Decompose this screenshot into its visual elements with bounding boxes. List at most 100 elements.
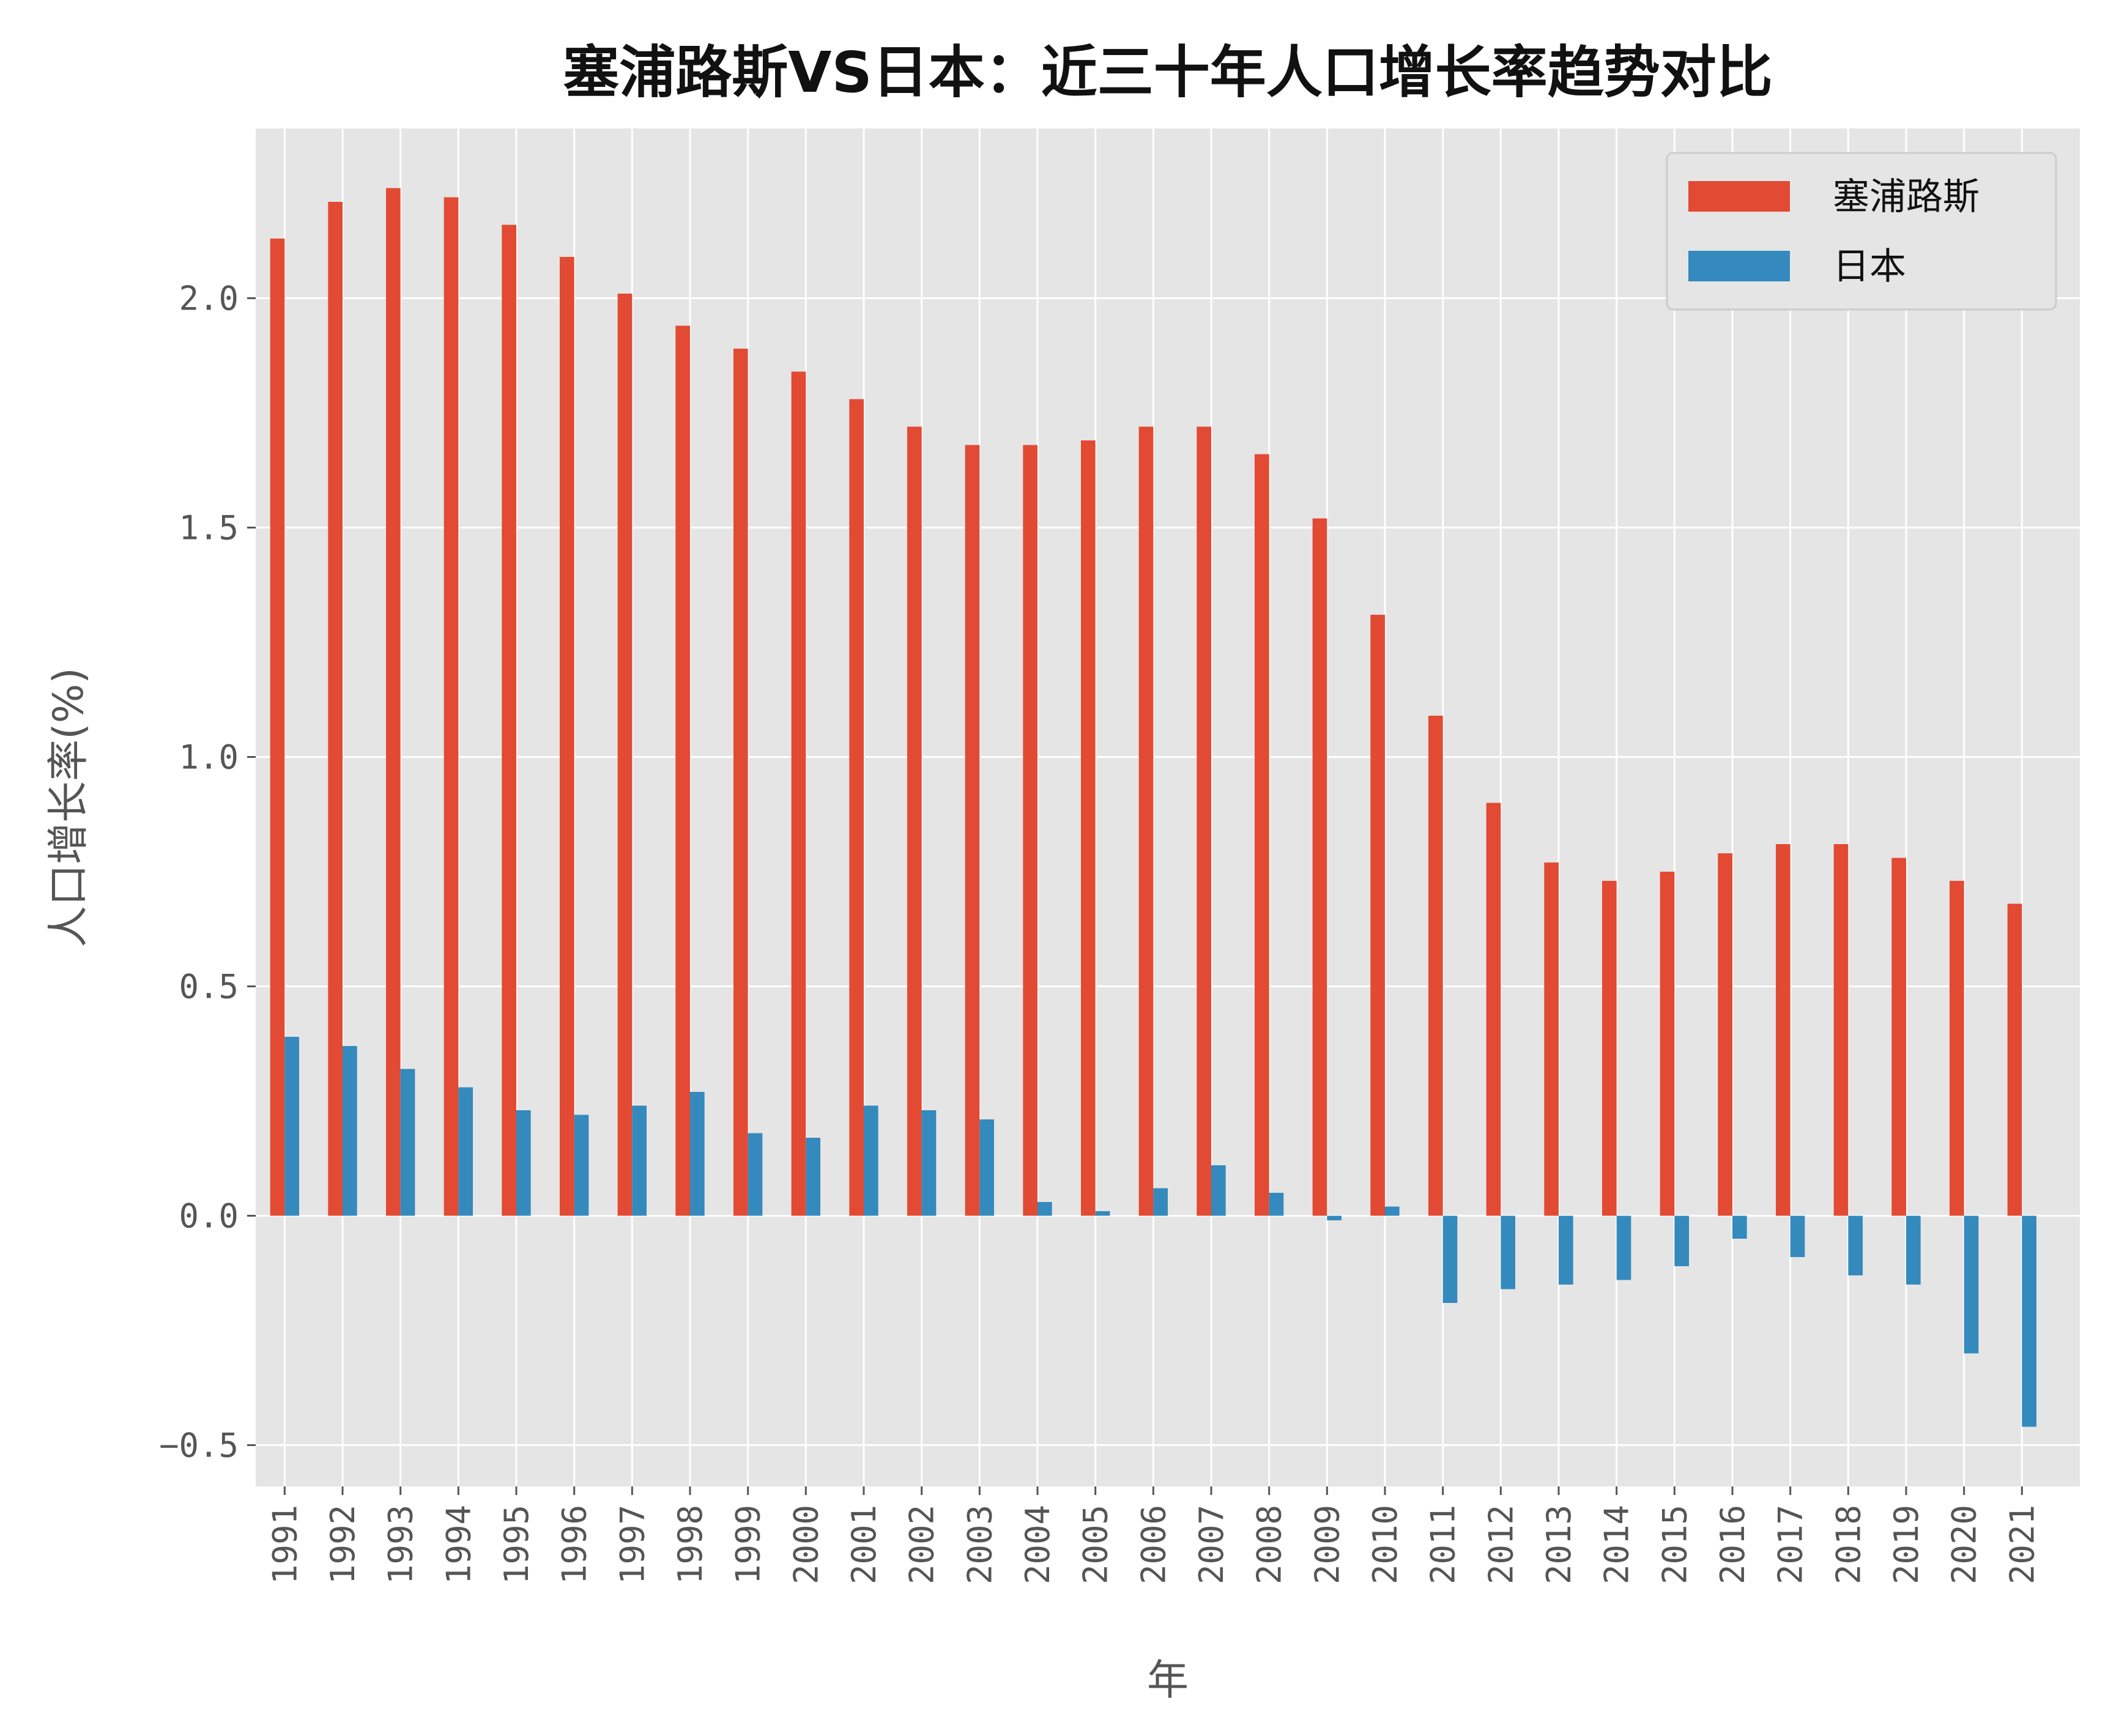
bar-japan-1992 (343, 1046, 357, 1216)
bar-cyprus-2014 (1602, 881, 1617, 1216)
x-tick-label: 1991 (265, 1505, 304, 1584)
bar-japan-2005 (1095, 1211, 1110, 1216)
y-tick-label: −0.5 (159, 1426, 239, 1465)
bar-japan-2020 (1964, 1215, 1979, 1354)
bar-cyprus-2020 (1950, 881, 1964, 1216)
bar-cyprus-2012 (1486, 803, 1501, 1216)
x-tick-label: 2002 (903, 1505, 941, 1584)
bar-cyprus-2011 (1428, 716, 1443, 1216)
x-tick-label: 2000 (787, 1505, 825, 1584)
bar-japan-2002 (921, 1110, 937, 1216)
y-tick-label: 1.5 (179, 509, 239, 547)
chart-title: 塞浦路斯VS日本：近三十年人口增长率趋势对比 (563, 40, 1772, 105)
legend-swatch-japan (1688, 251, 1790, 281)
bar-cyprus-1991 (270, 239, 285, 1216)
x-tick-label: 1994 (439, 1505, 478, 1584)
x-tick-label: 2010 (1366, 1505, 1405, 1584)
bar-cyprus-1994 (443, 197, 459, 1216)
x-tick-label: 2012 (1482, 1505, 1520, 1584)
bar-cyprus-1996 (560, 257, 574, 1216)
x-tick-label: 1992 (324, 1505, 362, 1584)
y-tick-label: 1.0 (179, 738, 239, 777)
bar-cyprus-2015 (1660, 872, 1675, 1216)
bar-cyprus-1999 (733, 349, 748, 1216)
x-tick-label: 2020 (1945, 1505, 1984, 1584)
bar-cyprus-2006 (1138, 426, 1154, 1216)
x-tick-label: 2016 (1713, 1505, 1752, 1584)
x-tick-label: 2009 (1308, 1505, 1346, 1584)
bar-japan-1995 (516, 1110, 531, 1216)
bar-japan-2004 (1037, 1202, 1052, 1216)
bar-japan-2015 (1674, 1215, 1689, 1266)
bar-japan-2003 (979, 1119, 994, 1216)
bar-cyprus-2003 (965, 445, 980, 1216)
bar-japan-1997 (632, 1105, 647, 1216)
axis-ticks: −0.5 0.0 0.5 1.0 1.5 2.0 1991 1992 1993 1994 1995 1… (159, 280, 2041, 1585)
legend-label-cyprus: 塞浦路斯 (1833, 176, 1980, 218)
legend-label-japan: 日本 (1833, 245, 1906, 288)
bar-japan-1993 (400, 1069, 415, 1216)
bar-cyprus-2004 (1023, 445, 1037, 1216)
y-tick-label: 0.5 (179, 968, 239, 1006)
bar-cyprus-2000 (791, 371, 806, 1216)
bar-cyprus-2007 (1197, 426, 1211, 1216)
x-tick-label: 2003 (960, 1505, 999, 1584)
bar-japan-1991 (284, 1037, 299, 1216)
x-tick-label: 1998 (671, 1505, 710, 1584)
x-tick-label: 2017 (1772, 1505, 1810, 1584)
bar-japan-2010 (1385, 1206, 1400, 1216)
y-tick-label: 0.0 (179, 1197, 239, 1236)
x-tick-label: 2014 (1598, 1505, 1636, 1584)
x-tick-label: 2007 (1192, 1505, 1231, 1584)
x-tick-label: 2013 (1540, 1505, 1578, 1584)
bar-japan-1996 (574, 1115, 589, 1216)
bar-cyprus-2017 (1776, 844, 1791, 1216)
bar-japan-2011 (1442, 1215, 1458, 1303)
x-tick-label: 1993 (382, 1505, 420, 1584)
bar-japan-2001 (864, 1105, 878, 1216)
legend[interactable]: 塞浦路斯 日本 (1666, 152, 2057, 311)
bar-japan-1994 (458, 1087, 473, 1216)
bar-japan-2016 (1732, 1215, 1747, 1239)
bar-japan-2014 (1616, 1215, 1631, 1280)
x-tick-label: 1999 (729, 1505, 768, 1584)
bar-cyprus-2021 (2007, 903, 2022, 1216)
bar-japan-2018 (1848, 1215, 1863, 1275)
bar-japan-2006 (1153, 1188, 1168, 1216)
bar-cyprus-1997 (617, 294, 633, 1216)
y-axis-label: 人口增长率(%) (45, 667, 93, 948)
bar-cyprus-1998 (675, 325, 690, 1216)
legend-swatch-cyprus (1688, 181, 1790, 212)
x-tick-label: 2019 (1887, 1505, 1926, 1584)
y-tick-label: 2.0 (179, 280, 239, 318)
x-tick-label: 2001 (845, 1505, 883, 1584)
bar-japan-2012 (1501, 1215, 1515, 1289)
bar-japan-2017 (1790, 1215, 1805, 1257)
bar-cyprus-1992 (328, 202, 343, 1216)
bar-cyprus-2001 (849, 399, 864, 1216)
bar-cyprus-2008 (1255, 454, 1269, 1216)
x-tick-label: 1997 (613, 1505, 651, 1584)
x-tick-label: 1996 (555, 1505, 594, 1584)
x-tick-label: 2006 (1134, 1505, 1173, 1584)
x-tick-label: 2008 (1250, 1505, 1289, 1584)
bar-cyprus-2019 (1891, 858, 1906, 1216)
x-tick-label: 2011 (1424, 1505, 1463, 1584)
bar-japan-2007 (1211, 1165, 1226, 1216)
x-tick-label: 2004 (1019, 1505, 1057, 1584)
bar-cyprus-2018 (1833, 844, 1849, 1216)
bar-japan-2008 (1269, 1193, 1284, 1216)
plot-area (256, 128, 2080, 1486)
x-tick-label: 2005 (1077, 1505, 1115, 1584)
x-tick-label: 1995 (497, 1505, 536, 1584)
bar-japan-2013 (1559, 1215, 1573, 1285)
bar-japan-2019 (1906, 1215, 1921, 1285)
x-tick-label: 2021 (2003, 1505, 2041, 1584)
bar-cyprus-2005 (1081, 440, 1096, 1216)
bar-cyprus-2016 (1718, 853, 1732, 1216)
bar-japan-2021 (2022, 1215, 2036, 1427)
bar-cyprus-2013 (1544, 862, 1559, 1216)
bars (270, 188, 2036, 1427)
bar-japan-2009 (1327, 1215, 1342, 1220)
